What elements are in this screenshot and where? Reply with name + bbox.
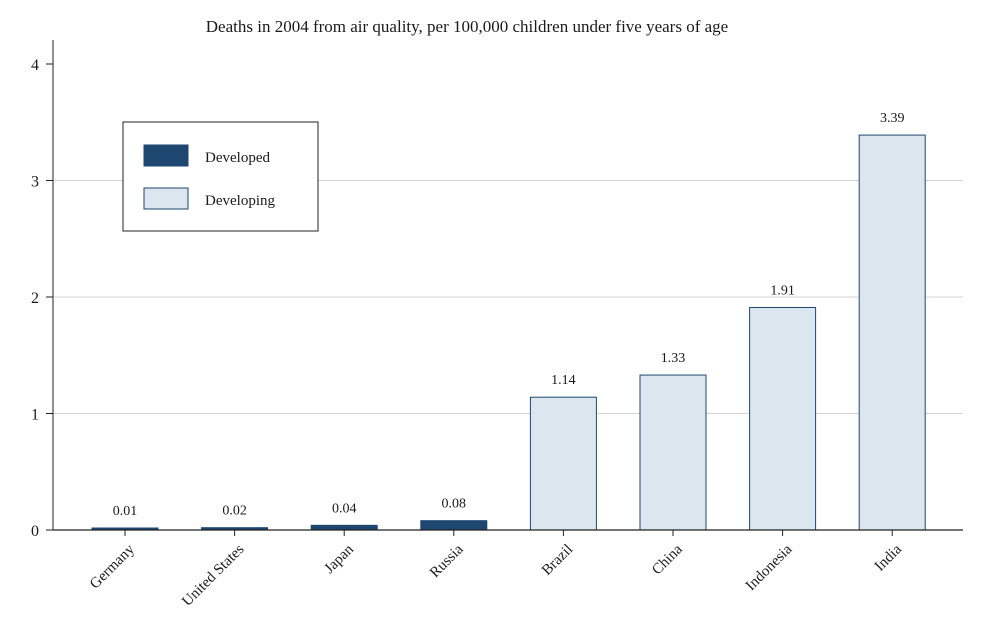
legend-swatch-developing bbox=[143, 187, 189, 210]
axes: 0 1 2 3 4 bbox=[31, 40, 963, 540]
data-label: 0.01 bbox=[113, 504, 138, 519]
y-tick-label: 1 bbox=[31, 407, 39, 424]
legend: Developed Developing bbox=[122, 121, 319, 232]
y-tick-label: 0 bbox=[31, 523, 39, 540]
data-label: 1.14 bbox=[551, 373, 576, 388]
data-label: 3.39 bbox=[880, 111, 905, 126]
data-label: 0.02 bbox=[222, 504, 247, 519]
bar-indonesia bbox=[749, 306, 817, 531]
legend-label-developed: Developed bbox=[205, 150, 270, 166]
data-label: 1.91 bbox=[770, 283, 795, 298]
bar-russia bbox=[420, 520, 488, 531]
x-tick-label: Japan bbox=[322, 541, 358, 577]
data-label: 0.08 bbox=[442, 497, 467, 512]
legend-box bbox=[122, 121, 319, 232]
x-tick-label: Brazil bbox=[539, 542, 576, 579]
data-label: 0.04 bbox=[332, 501, 357, 516]
x-tick-label: United States bbox=[179, 541, 247, 609]
bar-brazil bbox=[529, 396, 597, 531]
data-label: 1.33 bbox=[661, 351, 686, 366]
bars bbox=[91, 134, 926, 531]
y-tick-label: 4 bbox=[31, 57, 39, 74]
x-tick-label: India bbox=[872, 541, 905, 574]
x-tick-label: Indonesia bbox=[743, 541, 796, 594]
chart-title: Deaths in 2004 from air quality, per 100… bbox=[206, 17, 728, 36]
x-tick-label: China bbox=[649, 541, 686, 578]
x-tick-label: Russia bbox=[427, 541, 467, 581]
legend-swatch-developed bbox=[143, 144, 189, 167]
x-tick-label: Germany bbox=[87, 541, 138, 592]
legend-label-developing: Developing bbox=[205, 193, 275, 209]
y-tick-label: 2 bbox=[31, 290, 39, 307]
bar-india bbox=[858, 134, 926, 531]
bar-japan bbox=[310, 524, 378, 531]
bar-china bbox=[639, 374, 707, 531]
y-tick-label: 3 bbox=[31, 174, 39, 191]
